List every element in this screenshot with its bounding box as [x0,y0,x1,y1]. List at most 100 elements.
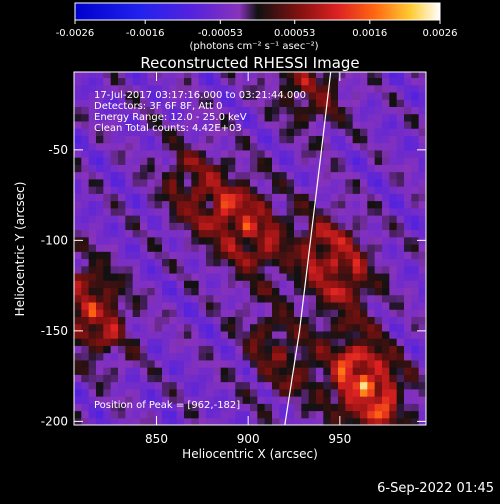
heatmap-cell [382,352,390,361]
heatmap-cell [316,200,324,209]
heatmap-cell [125,207,134,216]
heatmap-cell [169,367,178,375]
heatmap-cell [308,403,317,412]
heatmap-cell [88,222,97,231]
heatmap-cell [110,381,119,390]
heatmap-cell [404,236,412,245]
heatmap-cell [132,403,141,412]
heatmap-cell [132,280,141,289]
heatmap-cell [140,323,148,332]
heatmap-cell [286,200,295,209]
heatmap-cell [74,215,82,223]
heatmap-cell [132,113,141,122]
heatmap-cell [176,222,185,231]
heatmap-cell [235,338,244,346]
heatmap-cell [294,149,302,158]
heatmap-cell [396,272,405,281]
heatmap-cell [330,178,339,187]
heatmap-cell [118,287,126,296]
heatmap-cell [154,367,163,375]
heatmap-cell [154,316,163,325]
heatmap-cell [191,157,200,165]
heatmap-cell [323,193,332,202]
heatmap-cell [154,396,163,404]
heatmap-cell [220,135,229,144]
heatmap-cell [272,374,280,383]
heatmap-cell [250,193,258,202]
heatmap-cell [294,193,302,202]
heatmap-cell [110,280,119,289]
heatmap-cell [360,388,368,397]
heatmap-cell [242,345,251,354]
heatmap-cell [404,323,412,332]
heatmap-cell [213,113,222,122]
heatmap-cell [147,396,156,404]
heatmap-cell [206,316,214,325]
heatmap-cell [169,200,178,209]
heatmap-cell [330,388,339,397]
heatmap-cell [382,149,390,158]
heatmap-cell [213,301,222,310]
heatmap-cell [118,120,126,129]
y-tick-label: -50 [48,143,68,157]
heatmap-cell [213,330,222,339]
heatmap-cells [74,72,426,425]
heatmap-cell [286,374,295,383]
heatmap-cell [272,381,280,390]
heatmap-cell [257,207,266,216]
heatmap-cell [250,251,258,260]
heatmap-cell [418,309,426,317]
heatmap-cell [272,243,280,252]
heatmap-cell [96,200,104,209]
heatmap-cell [418,381,426,390]
heatmap-cell [374,374,383,383]
heatmap-cell [286,113,295,122]
heatmap-cell [250,417,258,425]
heatmap-cell [118,280,126,289]
heatmap-cell [257,309,266,317]
heatmap-cell [352,229,361,238]
heatmap-cell [162,251,170,260]
heatmap-cell [220,186,229,194]
heatmap-cell [301,316,310,325]
heatmap-cell [110,193,119,202]
heatmap-cell [250,142,258,151]
heatmap-cell [147,258,156,267]
heatmap-cell [367,128,376,136]
heatmap-cell [147,229,156,238]
heatmap-cell [169,309,178,317]
heatmap-cell [250,207,258,216]
heatmap-cell [308,193,317,202]
heatmap-cell [345,258,354,267]
heatmap-cell [140,236,148,245]
heatmap-cell [418,243,426,252]
heatmap-cell [140,178,148,187]
heatmap-cell [308,99,317,107]
heatmap-cell [272,128,280,136]
heatmap-cell [220,410,229,419]
heatmap-cell [162,229,170,238]
heatmap-cell [176,186,185,194]
heatmap-cell [301,72,310,79]
heatmap-cell [198,280,207,289]
heatmap-cell [88,157,97,165]
heatmap-cell [140,99,148,107]
heatmap-cell [118,186,126,194]
heatmap-cell [162,272,170,281]
heatmap-cell [140,229,148,238]
heatmap-cell [103,367,112,375]
heatmap-cell [198,381,207,390]
heatmap-cell [74,272,82,281]
heatmap-cell [264,258,273,267]
heatmap-cell [110,294,119,303]
heatmap-cell [330,280,339,289]
heatmap-cell [88,113,97,122]
heatmap-cell [264,338,273,346]
heatmap-cell [389,345,398,354]
heatmap-cell [198,193,207,202]
heatmap-cell [330,338,339,346]
heatmap-cell [184,316,192,325]
heatmap-cell [96,272,104,281]
heatmap-cell [147,345,156,354]
heatmap-cell [191,280,200,289]
